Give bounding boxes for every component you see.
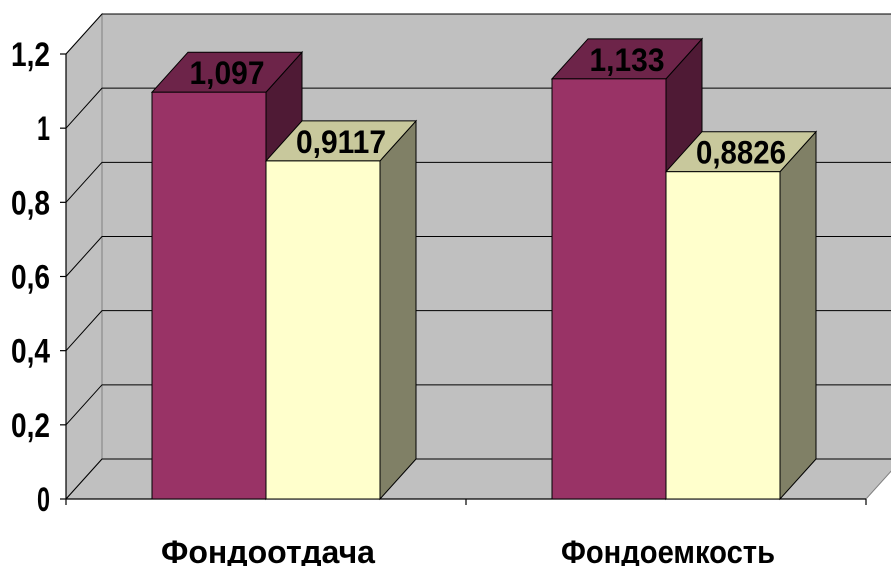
y-axis-ticks: 0 0,2 0,4 0,6 0,8 1 1,2: [11, 36, 50, 519]
data-label: 1,133: [590, 42, 665, 78]
y-tick-label: 0,4: [11, 333, 50, 371]
data-label: 0,8826: [696, 135, 786, 171]
y-tick-label: 0,6: [11, 259, 50, 297]
x-axis-categories: Фондоотдача Фондоемкость: [161, 534, 775, 566]
bars: [150, 37, 818, 501]
y-tick-label: 0,8: [11, 184, 50, 222]
y-tick-label: 1: [37, 110, 50, 148]
bar-front-s0-c0: [151, 91, 267, 500]
x-category-label: Фондоотдача: [161, 534, 375, 566]
bar-front-s1-c0: [265, 160, 381, 500]
y-tick-label: 1,2: [11, 36, 50, 74]
bar-side-s1-c0: [379, 119, 417, 501]
bar-front-s0-c1: [551, 78, 667, 500]
data-labels: 1,097 0,9117 1,133 0,8826: [190, 42, 787, 171]
x-category-label: Фондоемкость: [561, 534, 775, 566]
gridline: [65, 13, 891, 55]
data-label: 0,9117: [296, 124, 386, 160]
bar-front-s1-c1: [665, 171, 781, 500]
y-tick-label: 0,2: [11, 407, 50, 445]
bar-side-s1-c1: [779, 130, 817, 501]
data-label: 1,097: [190, 55, 265, 91]
y-tick-label: 0: [37, 481, 50, 519]
